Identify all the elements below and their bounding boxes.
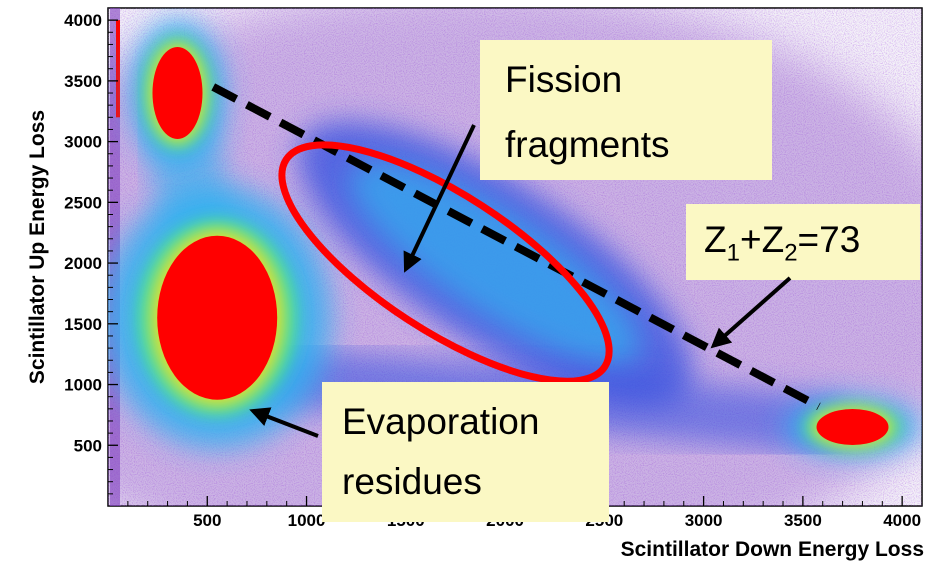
fission-label-line1: Fission [505,59,623,100]
z-sum-z1: Z [704,219,727,260]
fission-fragments-label-box: Fission fragments [480,40,772,180]
y-tick-label: 3000 [64,133,102,152]
y-tick-label: 4000 [64,11,102,30]
lower-right-blob [816,409,889,446]
fission-label-line2: fragments [505,124,670,165]
evap-label-line1: Evaporation [342,401,540,442]
evap-label-line2: residues [342,461,482,502]
upper-left-blob [152,47,203,140]
z-sum-value: =73 [797,219,861,260]
z-sum-sub1: 1 [726,239,740,267]
x-tick-label: 1000 [288,511,326,530]
y-tick-label: 1000 [64,376,102,395]
z-sum-z2: +Z [739,219,785,260]
evaporation-residues-label-box: Evaporation residues [322,382,609,522]
left-edge-counts [110,8,120,506]
x-axis-title: Scintillator Down Energy Loss [621,538,924,561]
z-sum-dashed-line [211,83,821,410]
y-tick-label: 3500 [64,72,102,91]
fission-ellipse-outline [278,141,613,385]
y-tick-label: 2500 [64,193,102,212]
x-tick-label: 3500 [784,511,822,530]
x-tick-label: 500 [193,511,221,530]
z-sum-label-box: Z1+Z2=73 [686,204,920,280]
y-tick-label: 2000 [64,254,102,273]
overlays [211,83,821,410]
left-edge-hot-strip [116,20,120,118]
x-tick-label: 4000 [883,511,921,530]
y-tick-label: 1500 [64,315,102,334]
x-tick-label: 3000 [685,511,723,530]
y-tick-label: 500 [74,436,102,455]
evaporation-residue-blob [157,235,278,400]
z-sum-sub2: 2 [784,239,798,267]
y-axis-title: Scintillator Up Energy Loss [26,110,49,384]
z-sum-label: Z1+Z2=73 [704,219,861,267]
